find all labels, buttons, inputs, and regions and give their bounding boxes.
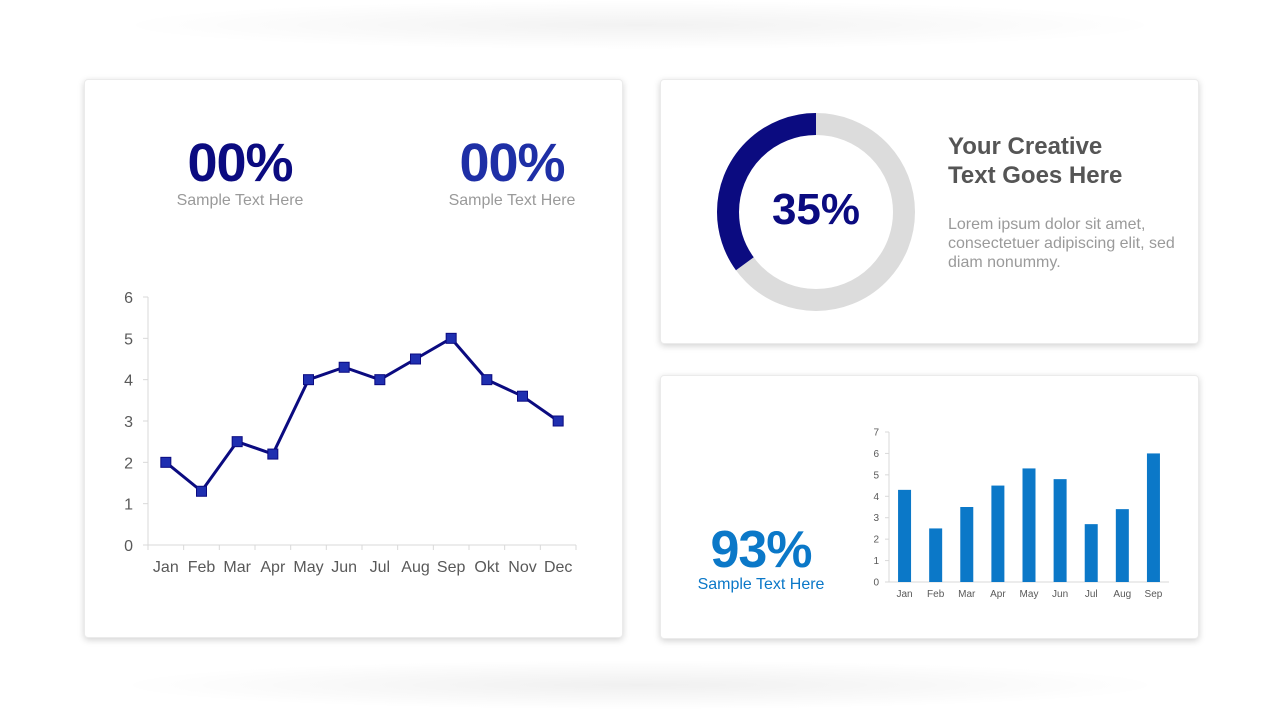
line-point-marker <box>552 415 564 427</box>
line-point-marker <box>517 390 528 402</box>
donut-chart <box>717 113 915 311</box>
bar-x-tick-label: Feb <box>927 589 945 600</box>
line-chart: 0 1 2 3 4 5 6 Jan Feb Mar Apr May Jun Jul Aug Sep Okt Nov… <box>124 290 577 576</box>
stat-label-2: Sample Text Here <box>448 192 576 209</box>
bar-x-tick-label: Aug <box>1113 589 1131 600</box>
line-x-tick-label: Mar <box>223 559 251 576</box>
bar-x-tick-label: May <box>1020 589 1039 600</box>
donut-headline: Your Creative Text Goes Here <box>948 132 1178 190</box>
line-y-tick-label: 3 <box>124 414 133 431</box>
bar <box>960 507 974 582</box>
line-y-tick-label: 0 <box>124 538 133 555</box>
donut-percent-label: 35% <box>771 185 861 234</box>
line-x-tick-label: Aug <box>401 559 429 576</box>
line-y-tick-label: 5 <box>124 331 133 348</box>
bar-x-tick-label: Apr <box>990 589 1006 600</box>
donut-headline-line-2: Text Goes Here <box>948 162 1123 189</box>
bar <box>1115 509 1129 582</box>
stat-value-1: 00% <box>187 133 293 193</box>
line-x-tick-label: Jun <box>331 559 357 576</box>
line-point-marker <box>338 361 350 373</box>
bottom-shadow-decoration <box>110 660 1170 710</box>
line-x-tick-label: Dec <box>544 559 572 576</box>
bar-y-tick-label: 1 <box>873 556 879 567</box>
bar-y-tick-label: 0 <box>873 578 879 589</box>
line-point-marker <box>303 374 314 386</box>
line-point-marker <box>374 374 386 386</box>
bar <box>929 528 943 582</box>
bar <box>1146 453 1160 582</box>
bar-x-tick-label: Mar <box>958 589 976 600</box>
bar-y-tick-label: 7 <box>873 428 879 439</box>
bar <box>991 485 1005 582</box>
donut-description: Lorem ipsum dolor sit amet, consectetuer… <box>948 216 1175 271</box>
line-point-marker <box>410 353 421 365</box>
bar-x-tick-label: Jun <box>1052 589 1068 600</box>
bar <box>1084 524 1098 582</box>
line-x-tick-label: Nov <box>508 559 536 576</box>
bar-x-tick-label: Jan <box>896 589 912 600</box>
line-point-marker <box>160 456 172 468</box>
stat-value-3: 93% <box>710 521 812 579</box>
line-y-tick-label: 4 <box>124 373 133 390</box>
line-y-tick-label: 1 <box>124 497 133 514</box>
stat-block-3: 93% Sample Text Here <box>685 524 837 594</box>
bar-x-tick-label: Sep <box>1145 589 1163 600</box>
line-x-tick-label: Jan <box>153 559 179 576</box>
bar-chart: 0 1 2 3 4 5 6 7 Jan Feb Mar Apr May Jun Jul Aug Sep <box>873 428 1169 600</box>
line-point-marker <box>267 448 279 460</box>
donut-value-segment <box>717 113 915 311</box>
donut-card: 35% Your Creative Text Goes Here Lorem i… <box>660 79 1199 344</box>
line-point-marker <box>445 332 457 344</box>
line-x-tick-label: Okt <box>474 559 499 576</box>
line-x-tick-label: May <box>293 559 323 576</box>
stat-value-2: 00% <box>459 133 565 193</box>
bar <box>898 489 912 582</box>
donut-headline-line-1: Your Creative <box>948 133 1103 160</box>
line-point-marker <box>481 374 493 386</box>
line-y-tick-label: 2 <box>124 455 133 472</box>
line-series <box>164 336 560 493</box>
line-x-tick-label: Feb <box>188 559 216 576</box>
bar <box>1053 479 1067 582</box>
bar <box>1022 468 1036 582</box>
bar-y-tick-label: 5 <box>873 470 879 481</box>
line-point-marker <box>196 485 207 497</box>
bar-y-tick-label: 2 <box>873 535 879 546</box>
line-chart-card: 00% Sample Text Here 00% Sample Text Her… <box>84 79 623 638</box>
stat-block-2: 00% Sample Text Here <box>417 136 607 210</box>
bar-chart-card: 93% Sample Text Here 0 1 2 3 4 5 6 7 Jan Feb Mar Ap… <box>660 375 1199 639</box>
bar-y-tick-label: 4 <box>873 492 879 503</box>
line-x-tick-label: Jul <box>370 559 390 576</box>
bar-y-tick-label: 3 <box>873 513 879 524</box>
line-x-tick-label: Apr <box>260 559 286 576</box>
line-x-tick-label: Sep <box>437 559 466 576</box>
line-point-marker <box>231 436 243 448</box>
stat-label-3: Sample Text Here <box>697 576 825 593</box>
bar-y-tick-label: 6 <box>873 449 879 460</box>
bar-x-tick-label: Jul <box>1085 589 1098 600</box>
stat-block-1: 00% Sample Text Here <box>145 136 335 210</box>
top-shadow-decoration <box>110 0 1170 50</box>
stat-label-1: Sample Text Here <box>176 192 304 209</box>
line-y-tick-label: 6 <box>124 290 133 307</box>
